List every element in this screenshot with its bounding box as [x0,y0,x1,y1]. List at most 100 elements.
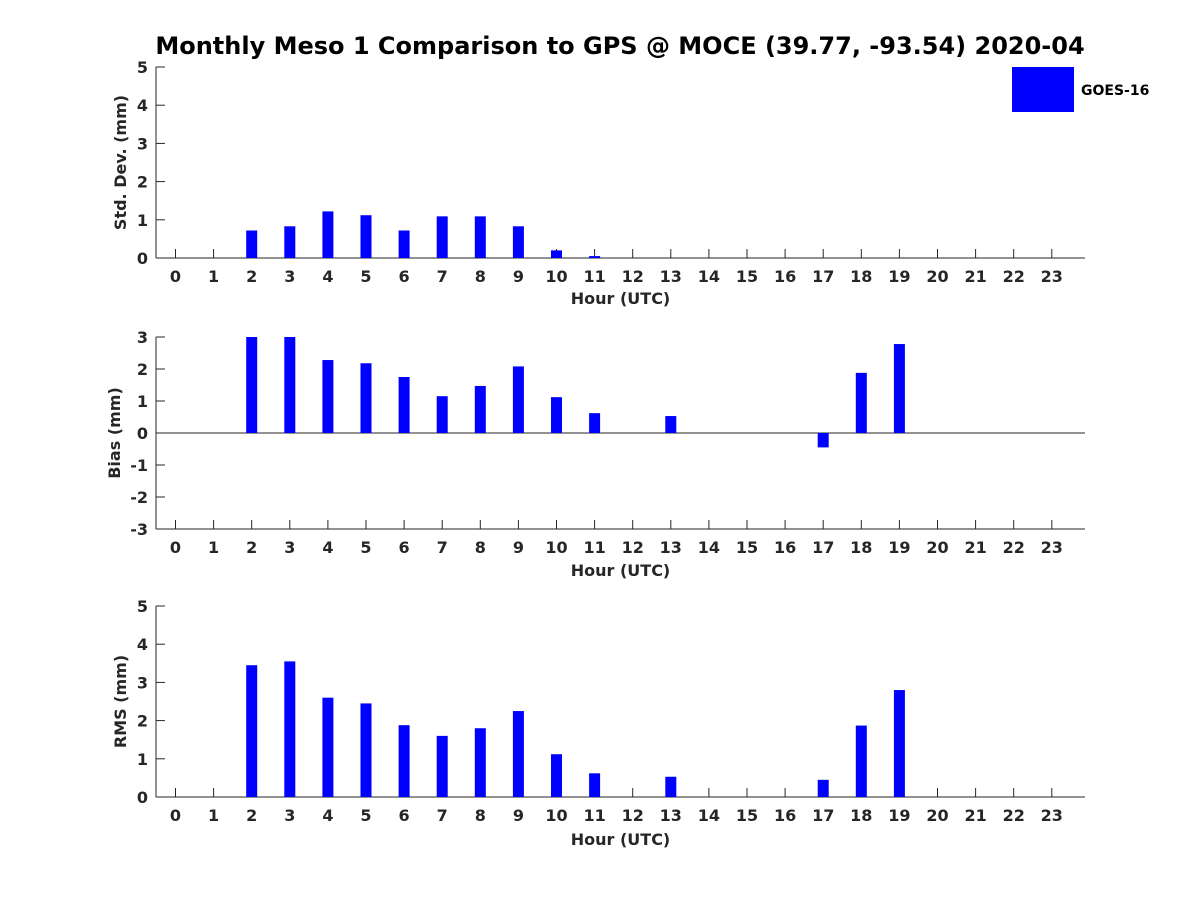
y-tick-label: 1 [137,211,148,230]
bar-hour-7 [436,735,448,797]
y-tick-label: 0 [137,424,148,443]
legend-swatch [1012,67,1074,112]
x-tick-label: 17 [812,267,834,286]
x-tick-label: 21 [964,267,986,286]
bar-hour-8 [474,385,486,433]
x-tick-label: 14 [698,806,720,825]
bar-hour-9 [512,366,524,433]
bar-hour-8 [474,216,486,258]
x-tick-label: 15 [736,806,758,825]
y-tick-label: -3 [130,520,148,539]
x-tick-label: 4 [322,806,333,825]
y-tick-label: 2 [137,173,148,192]
chart-title: Monthly Meso 1 Comparison to GPS @ MOCE … [155,32,1084,60]
x-tick-label: 2 [246,267,257,286]
x-tick-label: 4 [322,267,333,286]
bar-hour-7 [436,396,448,433]
x-tick-label: 12 [622,806,644,825]
bar-hour-2 [246,230,258,258]
bar-hour-19 [893,690,905,797]
bar-hour-3 [284,661,296,797]
bar-hour-11 [589,773,601,797]
y-tick-label: -2 [130,488,148,507]
x-tick-label: 5 [360,538,371,557]
x-tick-label: 2 [246,806,257,825]
x-tick-label: 0 [170,538,181,557]
x-tick-label: 19 [888,267,910,286]
bar-hour-4 [322,211,334,258]
x-tick-label: 9 [513,538,524,557]
legend-label: GOES-16 [1081,83,1149,99]
legend: GOES-16 [1012,67,1149,112]
x-tick-label: 18 [850,267,872,286]
bar-hour-5 [360,363,372,433]
x-tick-label: 2 [246,538,257,557]
x-tick-label: 3 [284,267,295,286]
y-tick-label: 1 [137,392,148,411]
bar-hour-18 [855,725,867,797]
x-tick-label: 6 [399,538,410,557]
bar-hour-6 [398,377,410,433]
x-tick-label: 4 [322,538,333,557]
y-tick-label: 3 [137,134,148,153]
bar-hour-2 [246,337,258,433]
x-tick-label: 12 [622,538,644,557]
bar-hour-10 [551,754,562,797]
bar-hour-4 [322,697,334,797]
x-tick-label: 8 [475,267,486,286]
x-tick-label: 15 [736,267,758,286]
y-tick-label: 5 [137,597,148,616]
y-tick-label: 2 [137,360,148,379]
x-tick-label: 6 [399,267,410,286]
x-tick-label: 19 [888,806,910,825]
bar-hour-5 [360,215,372,258]
bar-hour-10 [551,250,562,258]
bar-hour-8 [474,728,486,797]
y-axis-label: Bias (mm) [105,387,124,479]
bar-hour-9 [512,711,524,797]
y-tick-label: 0 [137,249,148,268]
bar-hour-3 [284,226,296,258]
x-tick-label: 8 [475,538,486,557]
x-tick-label: 0 [170,267,181,286]
y-tick-label: 5 [137,58,148,77]
y-tick-label: 4 [137,635,148,654]
x-tick-label: 16 [774,806,796,825]
x-tick-label: 1 [208,806,219,825]
x-tick-label: 14 [698,538,720,557]
x-tick-label: 18 [850,806,872,825]
x-tick-label: 7 [437,538,448,557]
bar-hour-17 [817,779,829,797]
y-axis-label: Std. Dev. (mm) [111,95,130,230]
x-tick-label: 23 [1041,806,1063,825]
x-tick-label: 3 [284,538,295,557]
x-tick-label: 11 [583,806,605,825]
y-tick-label: 4 [137,96,148,115]
y-tick-label: 2 [137,712,148,731]
x-tick-label: 23 [1041,538,1063,557]
x-tick-label: 10 [545,267,567,286]
bar-hour-11 [589,256,601,258]
x-tick-label: 19 [888,538,910,557]
y-axis-label: RMS (mm) [111,655,130,748]
x-tick-label: 9 [513,267,524,286]
bar-hour-19 [893,344,905,433]
bar-hour-9 [512,226,524,258]
x-tick-label: 23 [1041,267,1063,286]
bar-hour-13 [665,416,677,433]
x-tick-label: 17 [812,538,834,557]
bar-hour-7 [436,216,448,258]
bar-hour-5 [360,703,372,797]
x-tick-label: 9 [513,806,524,825]
x-tick-label: 22 [1003,267,1025,286]
x-tick-label: 22 [1003,806,1025,825]
x-tick-label: 12 [622,267,644,286]
x-tick-label: 8 [475,806,486,825]
x-tick-label: 14 [698,267,720,286]
x-axis-label: Hour (UTC) [571,289,671,308]
bar-hour-18 [855,372,867,433]
y-tick-label: 1 [137,750,148,769]
